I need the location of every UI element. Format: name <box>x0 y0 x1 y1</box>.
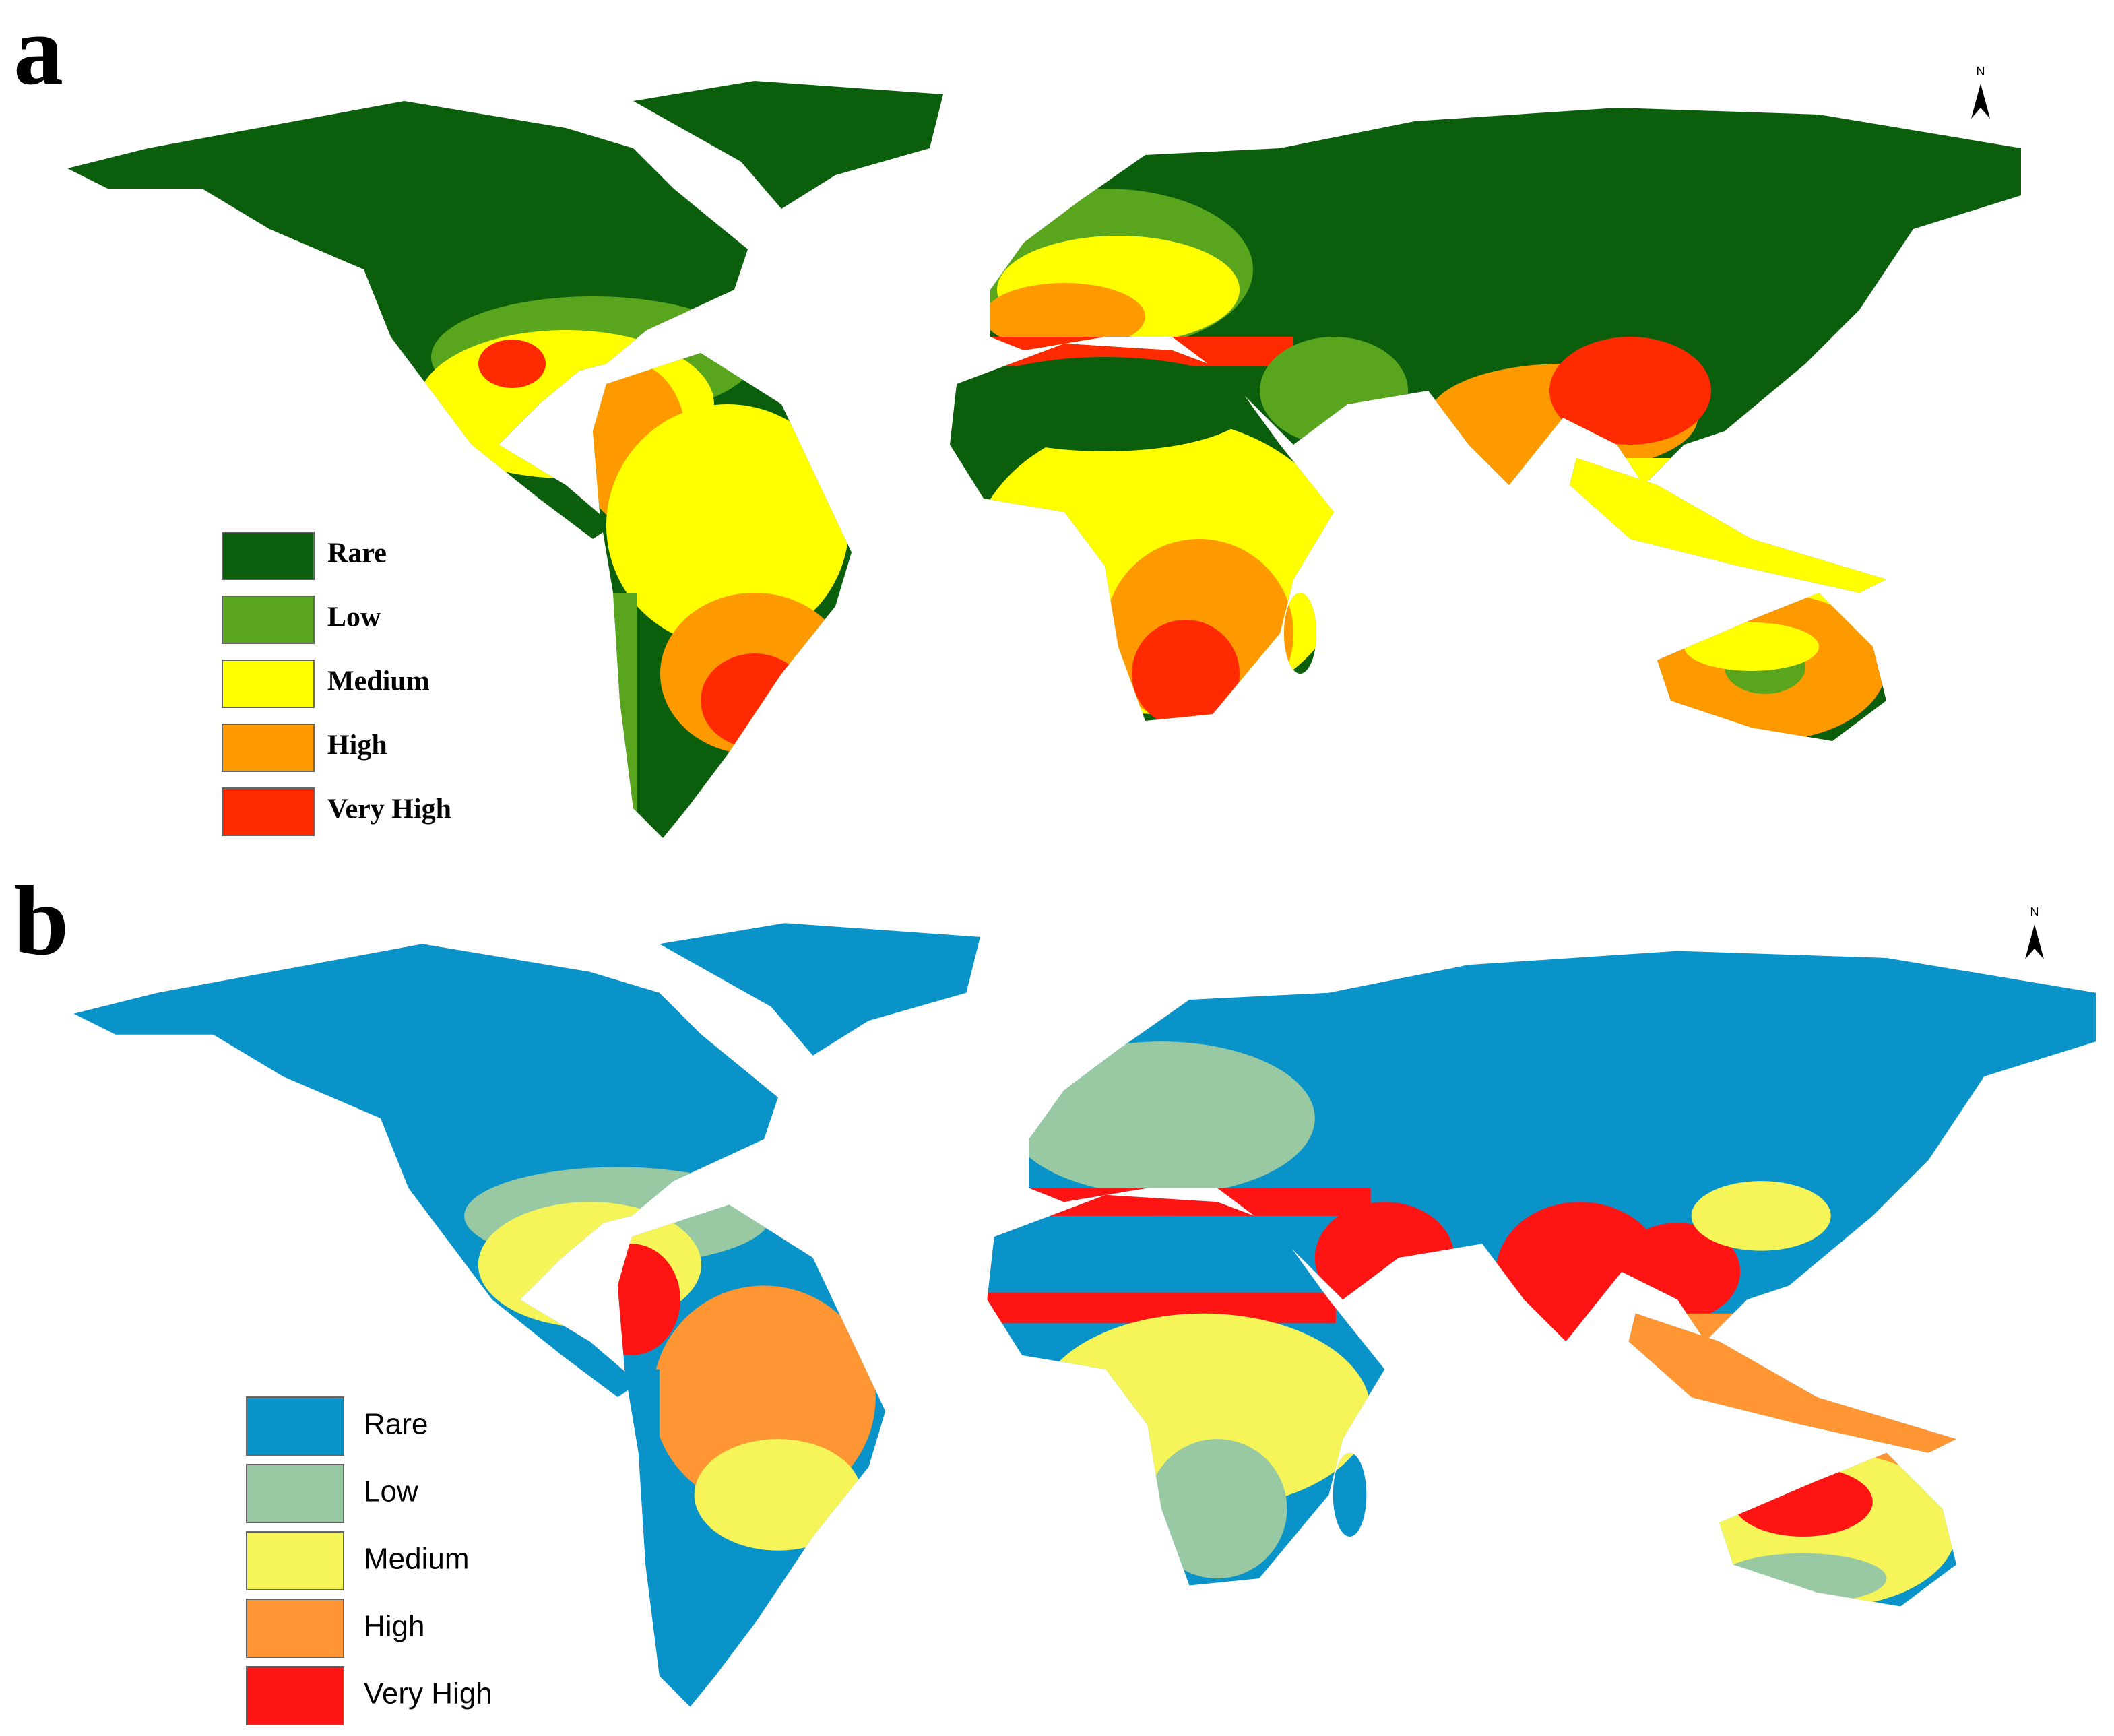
legend-label: Low <box>327 602 381 633</box>
legend-label: High <box>364 1610 425 1643</box>
panel-label: a <box>13 0 63 106</box>
legend-swatch <box>222 596 315 644</box>
legend-label: Rare <box>327 538 387 569</box>
legend-label: Low <box>364 1475 418 1508</box>
legend-swatch <box>222 660 315 708</box>
map-a <box>67 81 2021 838</box>
legend-swatch <box>246 1599 344 1658</box>
panel-label: b <box>13 866 69 976</box>
legend-swatch <box>246 1464 344 1523</box>
legend-label: Very High <box>327 794 451 825</box>
north-arrow-b <box>2025 924 2044 959</box>
legend: Rare Low Medium High Very High <box>246 1396 492 1725</box>
legend-swatch <box>246 1396 344 1456</box>
legend-label: Rare <box>364 1408 428 1441</box>
north-label: N <box>1977 65 1985 78</box>
legend-swatch <box>222 724 315 772</box>
legend-label: Very High <box>364 1677 492 1710</box>
north-arrow-a <box>1971 84 1990 119</box>
legend-swatch <box>222 787 315 836</box>
map-b <box>73 923 2096 1707</box>
legend-swatch <box>246 1531 344 1590</box>
legend-label: Medium <box>327 666 430 697</box>
legend: Rare Low Medium High Very High <box>222 532 451 836</box>
legend-swatch <box>222 532 315 580</box>
legend-swatch <box>246 1666 344 1725</box>
legend-label: Medium <box>364 1543 470 1576</box>
legend-label: High <box>327 730 387 761</box>
north-label: N <box>2030 905 2039 919</box>
